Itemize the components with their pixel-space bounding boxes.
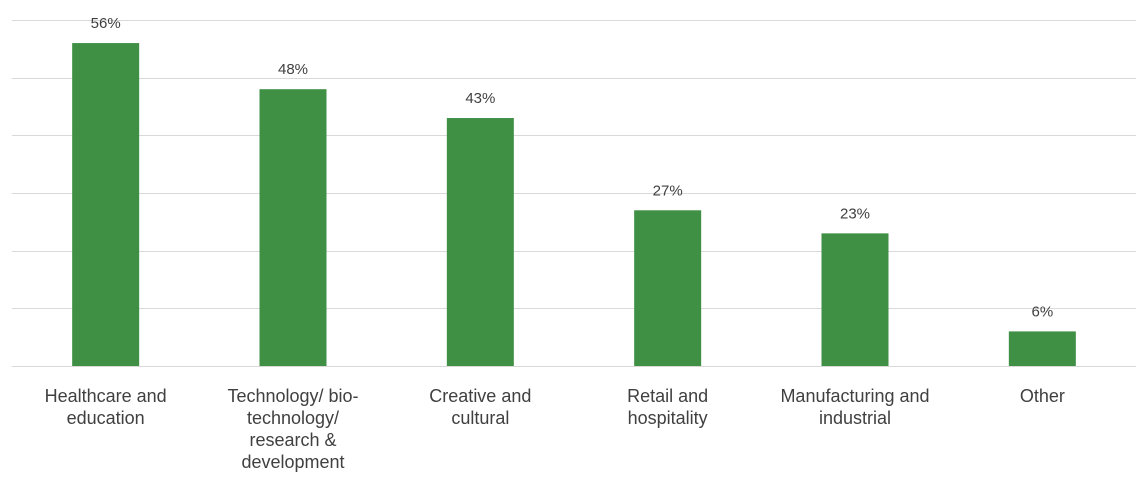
category-label-line: cultural	[451, 408, 509, 428]
category-label: Healthcare and education	[45, 386, 167, 428]
category-label-line: education	[67, 408, 145, 428]
category-label-line: industrial	[819, 408, 891, 428]
category-label-line: research &	[249, 430, 336, 450]
bars	[72, 43, 1076, 367]
bar	[1008, 331, 1076, 366]
bar	[634, 210, 702, 366]
category-label-line: Other	[1020, 386, 1065, 406]
category-label-line: hospitality	[628, 408, 708, 428]
data-label: 6%	[1031, 303, 1053, 320]
category-label-line: Technology/ bio-	[227, 386, 358, 406]
data-labels: 56% 48% 43% 27% 23% 6%	[91, 15, 1054, 320]
category-label-line: development	[241, 452, 344, 472]
data-label: 48%	[278, 61, 308, 78]
data-label: 56%	[91, 15, 121, 32]
bar	[259, 89, 327, 366]
gridlines	[12, 20, 1136, 367]
category-label: Technology/ bio-technology/research & dev…	[227, 386, 358, 472]
category-label: Creative and cultural	[429, 386, 531, 428]
bar	[72, 43, 140, 367]
category-labels: Healthcare and education Technology/ bio-t…	[45, 386, 1065, 472]
data-label: 43%	[465, 90, 495, 107]
category-label-line: Retail and	[627, 386, 708, 406]
bar	[821, 233, 889, 366]
category-label-line: technology/	[247, 408, 339, 428]
category-label: Manufacturing and industrial	[780, 386, 929, 428]
category-label-line: Healthcare and	[45, 386, 167, 406]
category-label: Retail and hospitality	[627, 386, 708, 428]
category-label-line: Manufacturing and	[780, 386, 929, 406]
category-label-line: Creative and	[429, 386, 531, 406]
category-label: Other	[1020, 386, 1065, 406]
data-label: 23%	[840, 205, 870, 222]
bar	[446, 118, 514, 367]
data-label: 27%	[653, 182, 683, 199]
